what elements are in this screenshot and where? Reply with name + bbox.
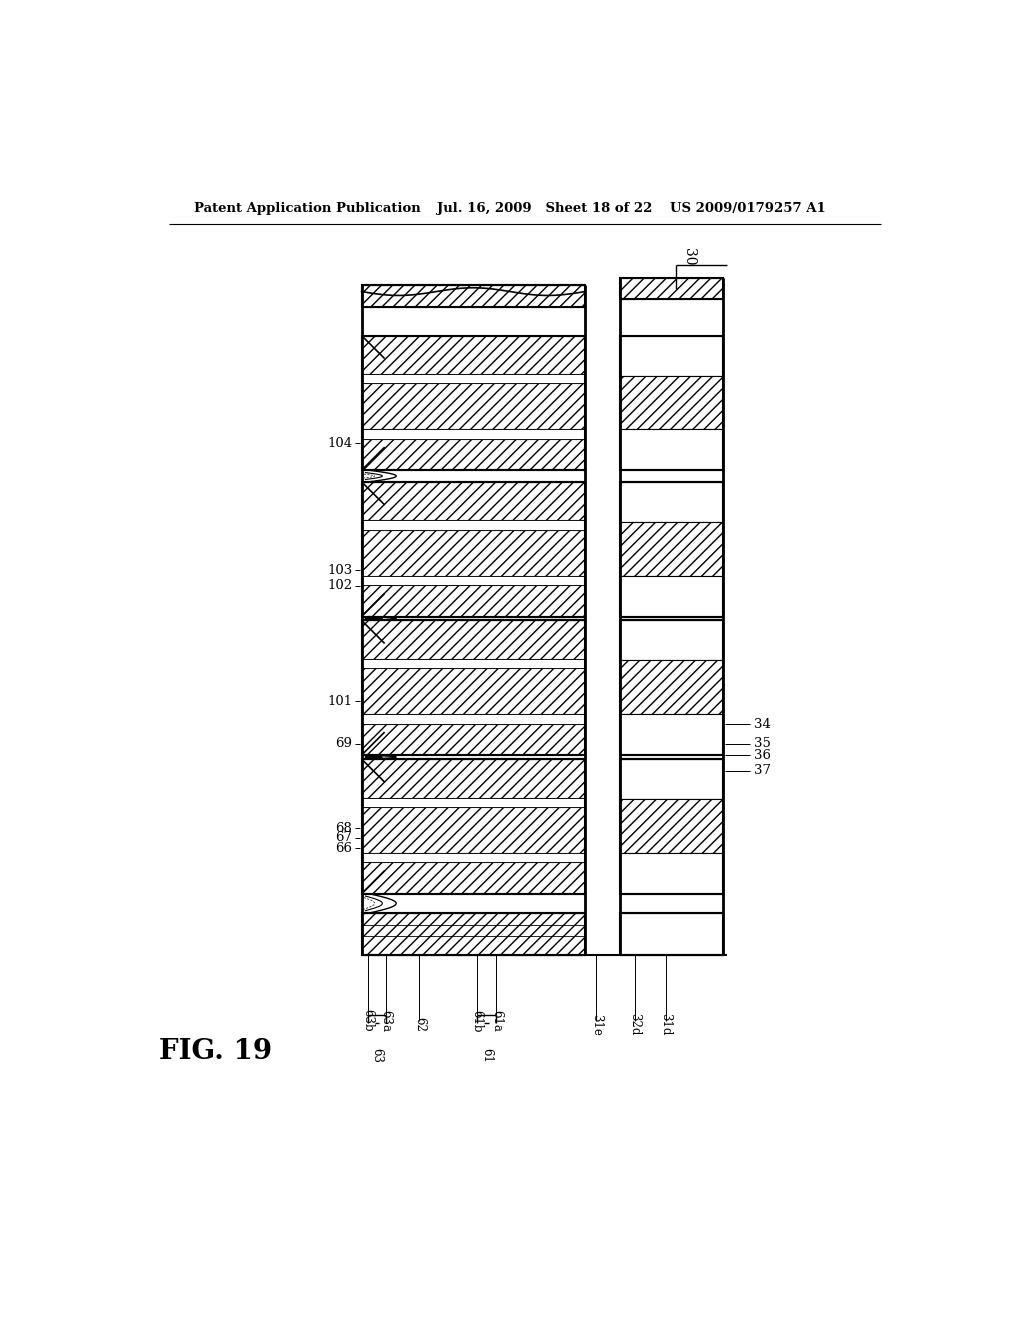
Bar	[620, 894, 724, 913]
Text: 63b: 63b	[361, 1010, 374, 1032]
Text: 66: 66	[335, 842, 352, 855]
Text: Jul. 16, 2009   Sheet 18 of 22: Jul. 16, 2009 Sheet 18 of 22	[437, 202, 652, 215]
Bar	[620, 714, 724, 755]
Bar	[361, 308, 585, 335]
Bar	[620, 482, 724, 521]
Bar	[620, 759, 724, 894]
Bar	[361, 576, 585, 585]
Text: 35: 35	[755, 737, 771, 750]
Bar	[361, 482, 585, 520]
Text: 61b: 61b	[471, 1010, 483, 1032]
Bar	[620, 913, 724, 956]
Text: 31d: 31d	[659, 1014, 672, 1036]
Bar	[361, 759, 585, 894]
Text: 102: 102	[328, 579, 352, 593]
Bar	[361, 616, 379, 620]
Bar	[361, 438, 585, 470]
Text: 68: 68	[336, 822, 352, 834]
Text: 61: 61	[480, 1048, 494, 1063]
Bar	[361, 894, 585, 913]
Bar	[620, 277, 724, 300]
Text: 103: 103	[327, 564, 352, 577]
Bar	[361, 335, 585, 470]
Bar	[361, 807, 585, 853]
Bar	[361, 620, 585, 755]
Bar	[361, 285, 585, 308]
Bar	[620, 335, 724, 375]
Text: Patent Application Publication: Patent Application Publication	[194, 202, 421, 215]
Text: US 2009/0179257 A1: US 2009/0179257 A1	[670, 202, 825, 215]
Bar	[361, 616, 585, 620]
Bar	[361, 374, 585, 383]
Text: 30: 30	[682, 248, 696, 265]
Bar	[620, 335, 724, 470]
Bar	[361, 482, 585, 616]
Bar	[361, 913, 585, 956]
Bar	[361, 585, 585, 616]
Bar	[620, 660, 724, 714]
Text: 32d: 32d	[629, 1014, 641, 1036]
Bar	[361, 335, 585, 374]
Bar	[620, 853, 724, 894]
Bar	[620, 521, 724, 576]
Bar	[361, 723, 585, 755]
Bar	[620, 799, 724, 853]
Bar	[361, 755, 585, 759]
Text: 67: 67	[335, 832, 352, 843]
Text: 69: 69	[335, 737, 352, 750]
Text: 34: 34	[755, 718, 771, 731]
Bar	[620, 429, 724, 470]
Bar	[620, 913, 724, 956]
Bar	[361, 285, 585, 308]
Bar	[361, 470, 585, 482]
Text: 63a: 63a	[380, 1010, 392, 1032]
Bar	[361, 470, 379, 482]
Bar	[361, 714, 585, 723]
Text: 63: 63	[371, 1048, 383, 1063]
Text: 104: 104	[328, 437, 352, 450]
Bar	[620, 616, 724, 620]
Bar	[620, 277, 724, 300]
Bar	[361, 620, 585, 659]
Bar	[361, 862, 585, 894]
Bar	[361, 529, 585, 576]
Bar	[620, 376, 724, 429]
Bar	[620, 482, 724, 616]
Bar	[361, 668, 585, 714]
Text: 31e: 31e	[590, 1014, 603, 1036]
Text: 62: 62	[413, 1018, 426, 1032]
Bar	[361, 659, 585, 668]
Bar	[361, 520, 585, 529]
Bar	[361, 759, 585, 797]
Text: 61a: 61a	[489, 1010, 503, 1032]
Text: 36: 36	[755, 748, 771, 762]
Text: 101: 101	[328, 694, 352, 708]
Bar	[620, 620, 724, 660]
Bar	[620, 620, 724, 755]
Bar	[620, 576, 724, 616]
Bar	[361, 797, 585, 807]
Bar	[361, 429, 585, 438]
Bar	[361, 913, 585, 956]
Text: FIG. 19: FIG. 19	[159, 1038, 271, 1065]
Bar	[361, 853, 585, 862]
Bar	[361, 755, 379, 759]
Text: 37: 37	[755, 764, 771, 777]
Bar	[620, 300, 724, 335]
Bar	[620, 759, 724, 799]
Bar	[361, 383, 585, 429]
Bar	[620, 470, 724, 482]
Bar	[361, 894, 379, 913]
Bar	[620, 755, 724, 759]
